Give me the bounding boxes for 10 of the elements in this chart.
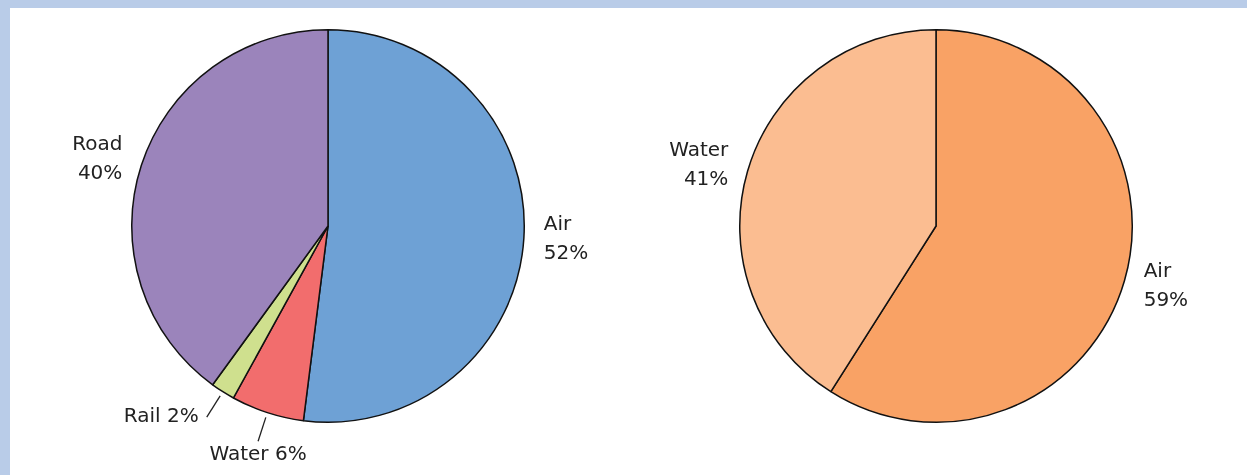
slice-label: Water 6% xyxy=(209,441,307,466)
slice-label: Air xyxy=(1143,258,1172,283)
data-label: 59% xyxy=(1143,287,1189,312)
slice-label: Air xyxy=(543,211,573,236)
data-label: 41% xyxy=(683,166,729,191)
data-label: 52% xyxy=(543,240,589,265)
slice-label: Rail 2% xyxy=(123,403,199,428)
data-label: 40% xyxy=(77,159,123,184)
slice-label: Water xyxy=(669,137,730,162)
slice-label: Road xyxy=(72,130,123,155)
